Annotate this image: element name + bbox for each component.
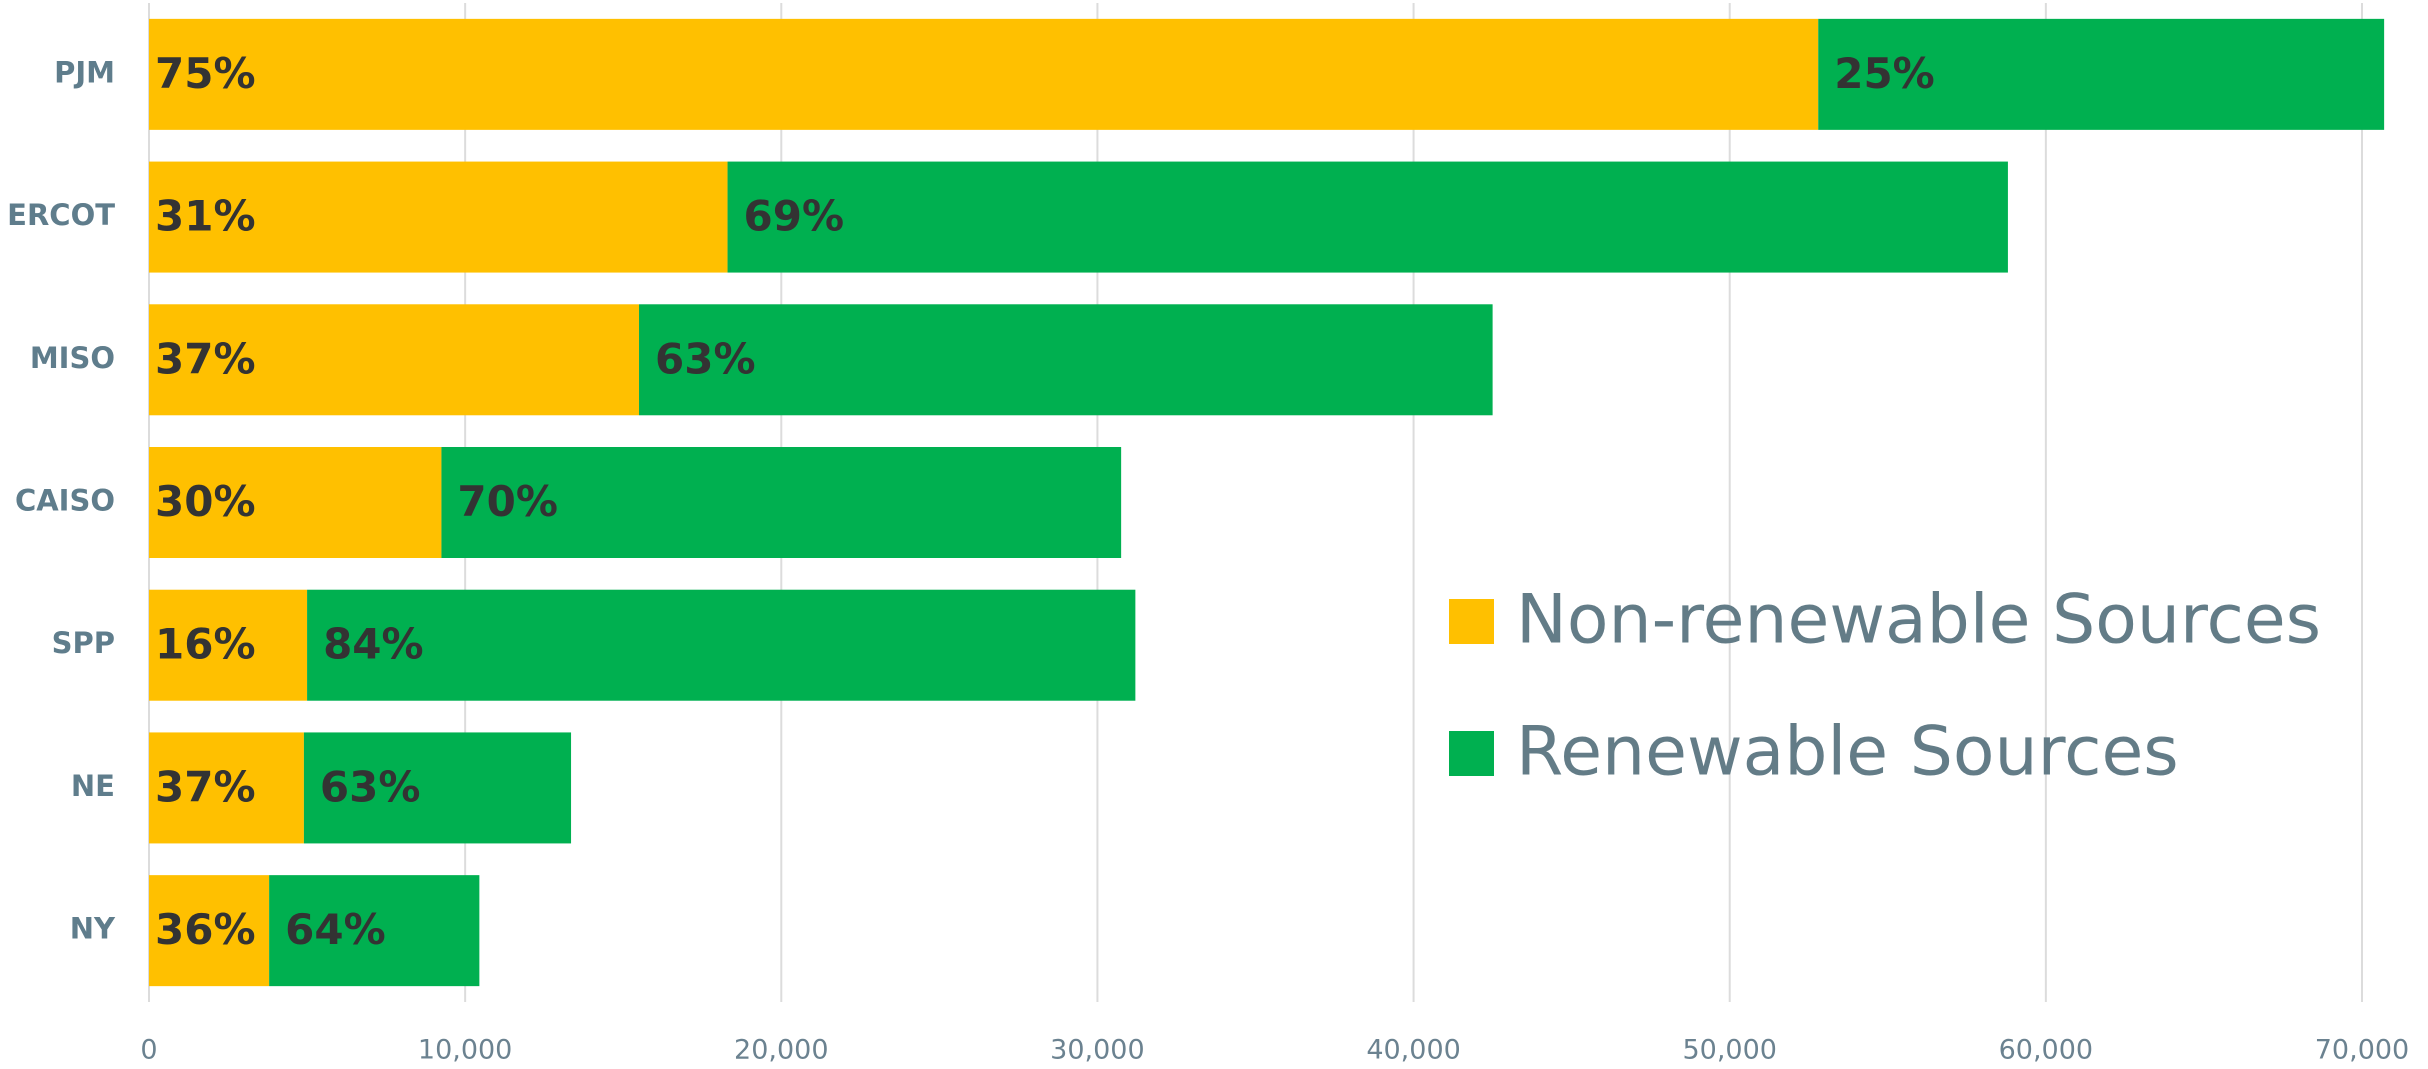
bar-segment	[149, 732, 304, 844]
legend-label: Non-renewable Sources	[1516, 581, 2321, 660]
legend-label: Renewable Sources	[1516, 713, 2179, 792]
value-label: 63%	[320, 762, 421, 811]
bar-segment	[149, 875, 270, 987]
bar-segment	[441, 447, 1122, 558]
y-tick-label: NE	[71, 769, 115, 803]
x-tick-label: 10,000	[418, 1035, 512, 1066]
value-label: 16%	[155, 620, 256, 669]
legend-swatch	[1449, 599, 1494, 644]
y-tick-label: ERCOT	[7, 198, 115, 232]
x-tick-label: 30,000	[1050, 1035, 1144, 1066]
value-label: 37%	[155, 762, 256, 811]
value-label: 69%	[744, 192, 845, 241]
x-tick-label: 40,000	[1366, 1035, 1460, 1066]
value-label: 70%	[457, 477, 558, 526]
y-tick-label: PJM	[54, 55, 115, 89]
value-label: 36%	[155, 905, 256, 954]
x-tick-label: 50,000	[1682, 1035, 1776, 1066]
x-tick-label: 0	[140, 1035, 157, 1066]
legend-swatch	[1449, 731, 1494, 776]
value-label: 31%	[155, 192, 256, 241]
bar-segment	[149, 18, 1819, 130]
y-tick-label: NY	[70, 912, 116, 946]
bar-segment	[727, 161, 2008, 273]
bar-segment	[307, 589, 1136, 701]
y-tick-label: MISO	[30, 341, 115, 375]
value-label: 84%	[323, 620, 424, 669]
value-label: 75%	[155, 49, 256, 98]
value-label: 63%	[655, 334, 756, 383]
x-tick-label: 70,000	[2315, 1035, 2409, 1066]
bar-segment	[149, 304, 640, 416]
value-label: 64%	[285, 905, 386, 954]
value-label: 37%	[155, 334, 256, 383]
x-tick-label: 60,000	[1999, 1035, 2093, 1066]
y-tick-label: SPP	[52, 626, 115, 660]
bar-segment	[1818, 18, 2385, 130]
bar-segment	[639, 304, 1493, 416]
y-tick-label: CAISO	[15, 484, 115, 518]
value-label: 25%	[1834, 49, 1935, 98]
bar-segment	[269, 875, 480, 987]
bar-segment	[149, 589, 308, 701]
x-tick-label: 20,000	[734, 1035, 828, 1066]
bar-segment	[149, 447, 442, 558]
bar-segment	[149, 161, 728, 273]
value-label: 30%	[155, 477, 256, 526]
bar-segment	[303, 732, 572, 844]
